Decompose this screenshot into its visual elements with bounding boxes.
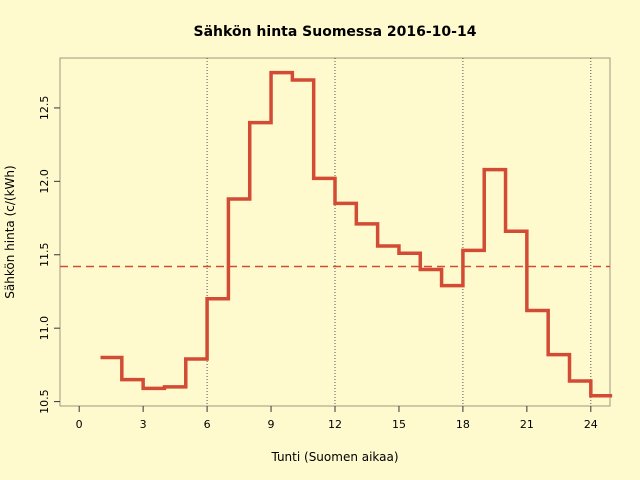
chart-title: Sähkön hinta Suomessa 2016-10-14 [194, 24, 477, 40]
x-tick-label: 18 [456, 418, 470, 431]
x-tick-label: 21 [520, 418, 534, 431]
y-tick-label: 11.0 [38, 316, 51, 341]
x-tick-label: 24 [584, 418, 598, 431]
x-tick-label: 9 [268, 418, 275, 431]
price-step-line [100, 70, 613, 398]
x-tick-label: 0 [76, 418, 83, 431]
y-tick-label: 12.5 [38, 96, 51, 121]
x-axis-label: Tunti (Suomen aikaa) [270, 450, 398, 464]
x-tick-label: 12 [328, 418, 342, 431]
y-tick-label: 10.5 [38, 389, 51, 414]
x-tick-label: 15 [392, 418, 406, 431]
x-tick-label: 3 [140, 418, 147, 431]
x-tick-label: 6 [204, 418, 211, 431]
y-tick-label: 11.5 [38, 243, 51, 268]
y-axis-label: Sähkön hinta (c/(kWh) [3, 165, 17, 298]
y-tick-label: 12.0 [38, 169, 51, 194]
